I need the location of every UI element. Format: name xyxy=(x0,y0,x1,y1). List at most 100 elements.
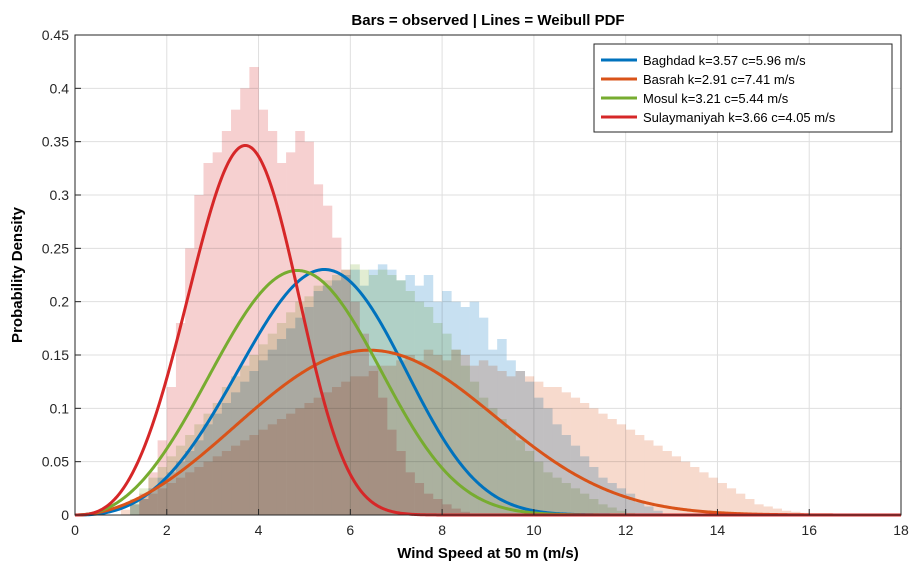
histogram-bar-1-51 xyxy=(588,408,599,515)
histogram-bar-3-30 xyxy=(414,483,425,515)
x-tick-label-0: 0 xyxy=(71,522,79,538)
histogram-bar-1-62 xyxy=(689,467,700,515)
histogram-bar-1-66 xyxy=(726,488,737,515)
legend: Baghdad k=3.57 c=5.96 m/s Basrah k=2.91 c… xyxy=(593,43,893,133)
x-tick-label-8: 16 xyxy=(801,522,817,538)
histogram-bar-3-16 xyxy=(286,152,296,516)
y-tick-label-0: 0 xyxy=(61,507,69,523)
x-tick-label-7: 14 xyxy=(710,522,726,538)
histogram-bar-1-63 xyxy=(699,472,709,515)
histogram-bar-1-45 xyxy=(533,381,544,515)
y-tick-label-6: 0.3 xyxy=(50,187,70,203)
histogram-bar-3-12 xyxy=(249,67,259,515)
histogram-bar-2-34 xyxy=(442,333,452,515)
y-tick-label-5: 0.25 xyxy=(42,240,69,256)
y-tick-label-2: 0.1 xyxy=(50,400,70,416)
histogram-bar-2-42 xyxy=(515,440,526,515)
histogram-bar-1-48 xyxy=(561,392,571,515)
histogram-bar-1-60 xyxy=(671,456,682,515)
y-tick-label-8: 0.4 xyxy=(50,80,70,96)
x-tick-label-9: 18 xyxy=(893,522,909,538)
histogram-bar-2-33 xyxy=(432,323,443,515)
histogram-bar-3-4 xyxy=(175,323,186,515)
histogram-bar-3-28 xyxy=(396,451,406,515)
histogram-bar-1-58 xyxy=(653,445,663,515)
legend-box xyxy=(593,43,893,133)
histogram-series-3 xyxy=(139,67,470,516)
histogram-bar-3-27 xyxy=(387,429,397,515)
histogram-bar-2-27 xyxy=(377,269,388,515)
histogram-bar-2-45 xyxy=(543,472,553,515)
histogram-bar-1-72 xyxy=(781,510,792,515)
histogram-bar-2-30 xyxy=(405,291,415,515)
histogram-bar-3-0 xyxy=(139,493,149,515)
histogram-bar-2-36 xyxy=(460,365,470,515)
histogram-bar-3-18 xyxy=(304,141,314,515)
histogram-bar-1-68 xyxy=(744,499,755,515)
histogram-bar-3-19 xyxy=(313,184,324,516)
histogram-bar-2-40 xyxy=(497,419,507,515)
histogram-bar-2-37 xyxy=(469,381,480,515)
y-tick-label-7: 0.35 xyxy=(42,134,69,150)
histogram-bar-3-6 xyxy=(194,195,204,515)
histogram-bar-1-61 xyxy=(680,461,691,515)
histogram-bar-2-31 xyxy=(414,301,425,515)
histogram-bar-1-64 xyxy=(708,477,718,515)
y-tick-label-9: 0.45 xyxy=(42,27,69,43)
histogram-bar-1-0 xyxy=(120,509,131,515)
histogram-bar-2-28 xyxy=(387,275,397,515)
histogram-bar-2-52 xyxy=(607,507,617,515)
histogram-bar-2-29 xyxy=(396,280,406,515)
histogram-bar-1-55 xyxy=(625,429,636,515)
y-tick-label-1: 0.05 xyxy=(42,454,69,470)
histogram-bar-2-51 xyxy=(598,504,608,515)
histogram-bars xyxy=(120,67,847,516)
histogram-bar-1-50 xyxy=(579,403,590,515)
x-tick-label-2: 4 xyxy=(255,522,263,538)
x-axis-label: Wind Speed at 50 m (m/s) xyxy=(397,545,579,562)
chart-title: Bars = observed | Lines = Weibull PDF xyxy=(351,12,624,29)
histogram-bar-2-0 xyxy=(130,499,140,515)
histogram-bar-3-3 xyxy=(166,387,177,515)
histogram-bar-1-57 xyxy=(644,440,654,515)
histogram-bar-3-32 xyxy=(432,499,443,515)
histogram-bar-3-33 xyxy=(442,504,452,515)
histogram-bar-2-49 xyxy=(579,493,590,515)
histogram-bar-1-54 xyxy=(616,424,626,515)
histogram-bar-3-14 xyxy=(267,131,278,515)
histogram-bar-3-26 xyxy=(377,397,388,515)
histogram-bar-3-23 xyxy=(350,301,360,515)
histogram-bar-1-53 xyxy=(607,419,617,515)
histogram-bar-1-49 xyxy=(570,397,581,515)
histogram-bar-2-38 xyxy=(478,397,489,515)
histogram-bar-1-52 xyxy=(598,413,608,515)
legend-label-1: Basrah k=2.91 c=7.41 m/s xyxy=(643,72,795,87)
x-tick-label-1: 2 xyxy=(163,522,171,538)
histogram-bar-3-34 xyxy=(451,508,461,515)
histogram-bar-1-47 xyxy=(552,387,562,515)
histogram-bar-2-46 xyxy=(552,477,562,515)
histogram-bar-3-9 xyxy=(221,131,232,515)
histogram-bar-3-7 xyxy=(203,163,213,515)
x-tick-label-4: 8 xyxy=(438,522,446,538)
histogram-bar-3-5 xyxy=(185,248,195,516)
histogram-bar-3-21 xyxy=(331,237,342,515)
x-tick-label-6: 12 xyxy=(618,522,634,538)
histogram-bar-1-71 xyxy=(772,508,782,515)
histogram-bar-3-31 xyxy=(423,493,434,515)
histogram-bar-2-47 xyxy=(561,483,571,515)
y-axis-ticks: 0 0.05 0.1 0.15 0.2 0.25 0.3 0.35 0.4 0.45 xyxy=(42,27,81,523)
histogram-bar-2-44 xyxy=(533,461,544,515)
histogram-bar-3-10 xyxy=(231,109,241,516)
histogram-bar-1-44 xyxy=(524,376,535,515)
histogram-bar-3-29 xyxy=(405,472,415,515)
x-tick-label-5: 10 xyxy=(526,522,542,538)
histogram-bar-3-13 xyxy=(258,109,269,516)
histogram-bar-1-56 xyxy=(634,435,645,515)
histogram-bar-1-46 xyxy=(543,387,553,515)
y-axis-label: Probability Density xyxy=(9,206,26,343)
histogram-bar-2-39 xyxy=(488,408,498,515)
x-axis-ticks: 0 2 4 6 8 10 12 14 16 18 xyxy=(71,509,909,538)
histogram-bar-2-48 xyxy=(570,488,581,515)
